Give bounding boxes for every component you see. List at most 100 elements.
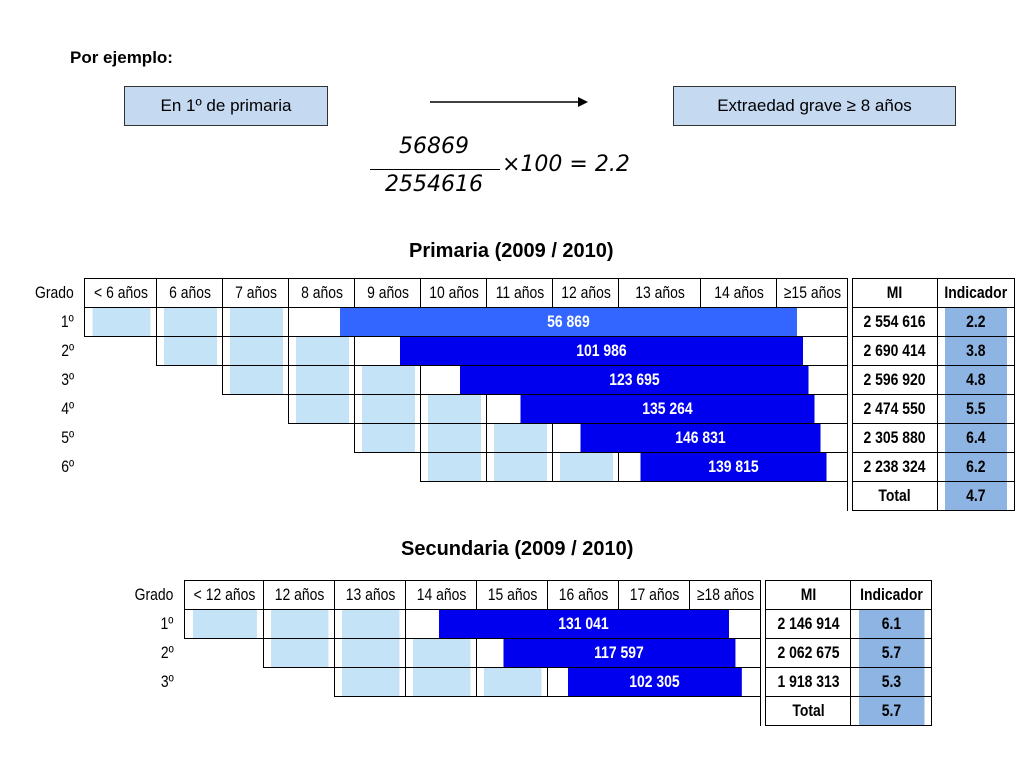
light-cell (340, 609, 400, 639)
light-cell (162, 307, 217, 337)
grado-label: 1º (160, 614, 174, 633)
mi-value: 2 596 920 (859, 365, 931, 395)
light-cell (558, 452, 613, 482)
formula-numerator: 56869 (399, 134, 469, 159)
mi-header: MI (859, 278, 931, 308)
column-gap (847, 307, 853, 337)
empty-cell (91, 395, 150, 424)
light-cell (294, 336, 349, 366)
indicador-value: 5.5 (943, 394, 1009, 424)
indicador-value: 5.7 (857, 638, 925, 668)
light-cell (360, 423, 415, 453)
primaria-header-row: Grado < 6 años 6 años 7 años 8 años 9 años 10 … (24, 278, 1015, 308)
mi-value: 2 474 550 (859, 394, 931, 424)
extraedad-value: 123 695 (458, 365, 810, 395)
light-cell (294, 365, 349, 395)
empty-cell (162, 424, 216, 453)
age-header: 10 años (426, 278, 481, 308)
light-cell (191, 609, 257, 639)
grado-label: 2º (160, 643, 174, 662)
formula-denominator: 2554616 (385, 172, 483, 197)
light-cell (360, 365, 415, 395)
age-header: 14 años (411, 580, 471, 610)
column-gap (847, 452, 853, 482)
empty-cell (91, 424, 150, 453)
age-header: 16 años (553, 580, 613, 610)
primaria-table: Grado < 6 años 6 años 7 años 8 años 9 años 10 … (24, 278, 1015, 511)
extraedad-value: 117 597 (501, 638, 736, 668)
column-gap (847, 481, 853, 511)
column-gap (847, 394, 853, 424)
light-cell (269, 609, 329, 639)
indicador-value: 6.4 (943, 423, 1009, 453)
column-gap (847, 336, 853, 366)
empty-cell (162, 453, 216, 482)
total-label: Total (772, 696, 844, 726)
column-gap (847, 278, 853, 308)
age-header: < 12 años (191, 580, 257, 610)
indicador-value: 4.8 (943, 365, 1009, 395)
extraedad-value: 102 305 (566, 667, 742, 697)
age-header: 15 años (482, 580, 542, 610)
light-cell (162, 336, 217, 366)
table-row: 1º 131 041 2 146 914 6.1 (120, 609, 932, 639)
empty-cell (228, 395, 282, 424)
indicador-value: 3.8 (943, 336, 1009, 366)
grado-label: 4º (61, 399, 75, 418)
age-header: 14 años (706, 278, 771, 308)
light-cell (426, 423, 481, 453)
light-cell (426, 394, 481, 424)
light-cell (269, 638, 329, 668)
age-header: ≥18 años (695, 580, 755, 610)
empty-cell (360, 453, 414, 482)
empty-cell (91, 366, 150, 395)
grado-header: Grado (34, 283, 74, 302)
age-header: < 6 años (90, 278, 151, 308)
empty-cell (294, 424, 348, 453)
empty-cell (162, 395, 216, 424)
extraedad-value: 101 986 (398, 336, 804, 366)
example-left-box: En 1º de primaria (124, 86, 328, 126)
light-cell (228, 336, 283, 366)
light-cell (426, 452, 481, 482)
age-header: 7 años (228, 278, 283, 308)
secundaria-title: Secundaria (2009 / 2010) (401, 538, 634, 560)
column-gap (760, 638, 766, 668)
age-header: ≥15 años (782, 278, 842, 308)
formula-result: ×100 = 2.2 (502, 152, 630, 177)
grado-label: 5º (61, 428, 75, 447)
empty-cell (192, 639, 257, 668)
table-row: 6º 139 815 2 238 324 6.2 (24, 452, 1015, 482)
light-cell (294, 394, 349, 424)
mi-value: 2 690 414 (859, 336, 931, 366)
secundaria-table: Grado < 12 años 12 años 13 años 14 años 15 añ… (120, 580, 932, 726)
table-row: 3º 102 305 1 918 313 5.3 (120, 667, 932, 697)
intro-label: Por ejemplo: (70, 48, 173, 67)
table-row: 1º 56 869 2 554 616 2.2 (24, 307, 1015, 337)
light-cell (340, 667, 400, 697)
column-gap (760, 580, 766, 610)
indicador-header: Indicador (857, 580, 925, 610)
table-row: 2º 117 597 2 062 675 5.7 (120, 638, 932, 668)
light-cell (411, 638, 471, 668)
total-indicador-value: 5.7 (857, 696, 925, 726)
age-header: 6 años (162, 278, 217, 308)
extraedad-value: 131 041 (437, 609, 729, 639)
grado-label: 2º (61, 341, 75, 360)
arrow-right-icon (430, 97, 588, 107)
light-cell (90, 307, 151, 337)
age-header: 17 años (624, 580, 684, 610)
light-cell (228, 365, 283, 395)
age-header: 13 años (625, 278, 694, 308)
column-gap (760, 696, 766, 726)
grado-label: 1º (60, 312, 74, 331)
example-right-box: Extraedad grave ≥ 8 años (673, 86, 956, 126)
age-header: 11 años (492, 278, 547, 308)
age-header: 9 años (360, 278, 415, 308)
column-gap (760, 609, 766, 639)
table-row: 2º 101 986 2 690 414 3.8 (24, 336, 1015, 366)
secundaria-total-row: Total 5.7 (120, 696, 932, 726)
primaria-total-row: Total 4.7 (24, 481, 1015, 511)
light-cell (411, 667, 471, 697)
total-label: Total (859, 481, 931, 511)
